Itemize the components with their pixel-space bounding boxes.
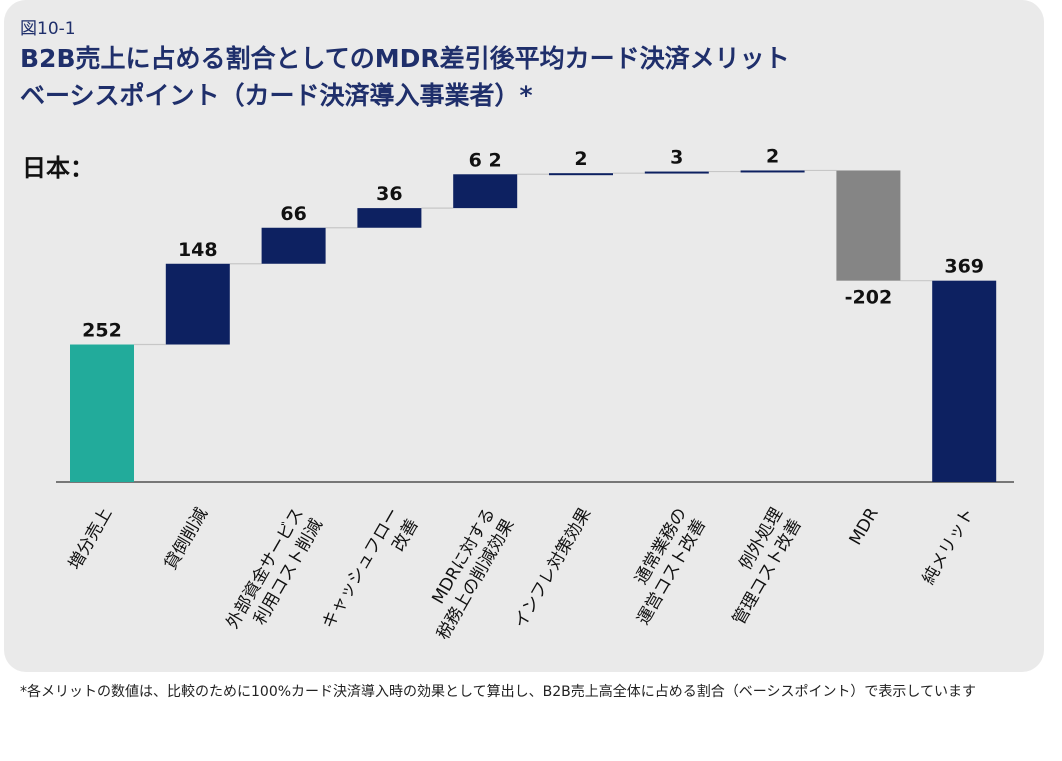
category-label-line: 増分売上 — [65, 505, 116, 574]
chart-title: B2B売上に占める割合としてのMDR差引後平均カード決済メリット ベーシスポイン… — [20, 40, 790, 114]
data-label: 6 2 — [469, 149, 502, 171]
country-label: 日本： — [22, 154, 94, 182]
bar-3 — [261, 227, 326, 264]
bar-7 — [644, 171, 709, 174]
category-label-line: キャッシュフロー — [318, 505, 403, 633]
chart-title-line2: ベーシスポイント（カード決済導入事業者）* — [20, 81, 533, 110]
category-label: 増分売上 — [65, 505, 116, 574]
data-label: 36 — [376, 183, 402, 205]
bar-5 — [453, 174, 518, 209]
data-label: -202 — [845, 287, 893, 309]
bar-6 — [549, 173, 613, 176]
waterfall-chart: 252 増分売上 148 貸倒削減 66 外部資金サービス利用コスト削減 36 キャッシュフロ… — [56, 145, 1014, 644]
data-label: 252 — [82, 320, 122, 342]
bar-10 — [932, 280, 997, 482]
figure-label: 図10-1 — [20, 19, 76, 39]
category-label: MDRに対する税務上の削減効果 — [414, 505, 518, 644]
category-label: MDR — [846, 504, 883, 548]
data-label: 2 — [766, 145, 779, 167]
category-label: 貸倒削減 — [161, 505, 212, 574]
data-label: 148 — [178, 239, 218, 261]
bar-1 — [70, 344, 134, 482]
data-label: 3 — [670, 147, 683, 169]
data-label: 369 — [944, 256, 984, 278]
chart-title-line1: B2B売上に占める割合としてのMDR差引後平均カード決済メリット — [20, 44, 790, 73]
category-label-line: MDR — [846, 504, 883, 548]
data-label: 66 — [280, 203, 306, 225]
category-label-line: インフレ対策効果 — [510, 505, 595, 632]
bar-4 — [357, 208, 422, 228]
chart-panel: 図10-1 B2B売上に占める割合としてのMDR差引後平均カード決済メリット ベ… — [4, 0, 1044, 672]
category-label: キャッシュフロー改善 — [318, 505, 422, 644]
category-label-line: 貸倒削減 — [161, 505, 212, 574]
footnote: *各メリットの数値は、比較のために100%カード決済導入時の効果として算出し、B… — [20, 684, 977, 700]
bar-9 — [836, 170, 901, 281]
category-label: 外部資金サービス利用コスト削減 — [223, 505, 327, 644]
category-label: 通常業務の運営コスト改善 — [614, 505, 710, 629]
bar-8 — [740, 170, 805, 173]
category-label: 純メリット — [919, 505, 979, 589]
category-label-line: 純メリット — [919, 505, 979, 589]
category-label: インフレ対策効果 — [510, 505, 595, 632]
bar-2 — [165, 263, 230, 345]
category-label: 例外処理管理コスト改善 — [710, 505, 806, 629]
data-label: 2 — [574, 148, 587, 170]
